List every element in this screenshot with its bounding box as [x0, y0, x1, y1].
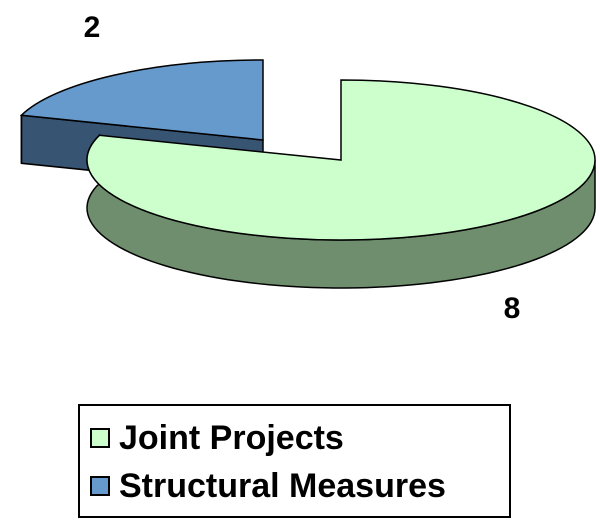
legend-swatch-structural-measures — [90, 476, 110, 496]
slice-top-joint-projects — [86, 79, 596, 241]
legend-item-structural-measures: Structural Measures — [90, 464, 446, 508]
legend-label-structural-measures: Structural Measures — [119, 466, 446, 505]
pie-slices — [19, 59, 596, 289]
chart-legend: Joint Projects Structural Measures — [78, 404, 511, 518]
legend-item-joint-projects: Joint Projects — [90, 416, 344, 460]
data-label-joint-projects: 8 — [504, 292, 521, 325]
slice-top-structural-measures — [19, 59, 264, 141]
legend-swatch-joint-projects — [90, 428, 110, 448]
data-label-structural-measures: 2 — [84, 11, 101, 44]
legend-label-joint-projects: Joint Projects — [119, 418, 344, 457]
